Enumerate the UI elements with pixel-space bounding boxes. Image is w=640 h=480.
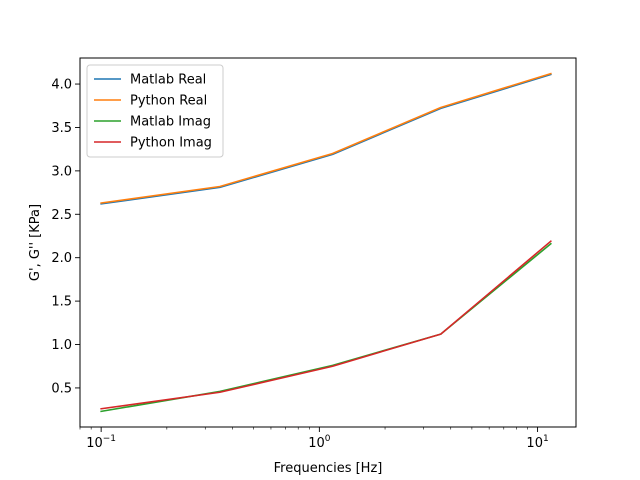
y-tick-label: 3.0 xyxy=(51,164,72,179)
axes-layer: 10−1 100 101 0.5 1.0 1.5 2.0 2.5 3.0 3.5 4.0 xyxy=(51,78,548,451)
y-tick-label: 1.0 xyxy=(51,338,72,353)
y-tick-label: 2.0 xyxy=(51,251,72,266)
legend-label: Python Imag xyxy=(130,136,212,151)
x-axis-label: Frequencies [Hz] xyxy=(274,461,383,476)
y-axis-label: G', G'' [KPa] xyxy=(28,204,43,281)
legend: Matlab Real Python Real Matlab Imag Python … xyxy=(86,64,224,158)
y-tick-label: 2.5 xyxy=(51,208,72,223)
series-line-matlab-real xyxy=(100,73,552,205)
series-line-matlab-imag xyxy=(100,242,552,413)
y-tick-label: 3.5 xyxy=(51,121,72,136)
legend-label: Python Real xyxy=(130,94,207,109)
series-layer xyxy=(100,72,552,413)
legend-label: Matlab Imag xyxy=(130,115,211,130)
y-tick-label: 1.5 xyxy=(51,295,72,310)
series-line-python-imag xyxy=(100,240,552,410)
y-tick-label: 0.5 xyxy=(51,381,72,396)
legend-label: Matlab Real xyxy=(130,73,206,88)
x-tick-label: 100 xyxy=(308,434,331,451)
x-tick-label: 10−1 xyxy=(86,434,116,451)
series-line-python-real xyxy=(100,72,552,204)
legend-box xyxy=(86,64,224,158)
y-tick-label: 4.0 xyxy=(51,78,72,93)
plot-frame xyxy=(79,57,577,428)
x-tick-label: 101 xyxy=(526,434,548,451)
